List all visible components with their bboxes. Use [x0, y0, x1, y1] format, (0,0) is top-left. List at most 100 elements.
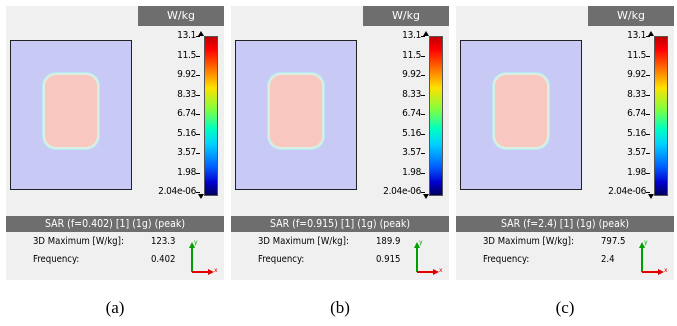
axis-triad-icon: y x — [414, 239, 443, 275]
sar-panel: W/kg 13.1 11.5 9.92 8.33 6.74 5.16 3.57 1.98 2.0… — [6, 6, 224, 280]
colorbar-tick-label: 3.57 — [627, 147, 646, 158]
colorbar-tick-label: 8.33 — [627, 88, 646, 100]
colorbar-tick — [421, 75, 425, 76]
figure-caption: (b) — [330, 298, 350, 317]
colorbar-tick — [196, 94, 200, 96]
min-marker-icon — [198, 194, 204, 199]
colorbar-tick — [421, 55, 425, 57]
unit-header: W/kg — [588, 6, 674, 26]
colorbar-tick — [196, 75, 200, 76]
colorbar-tick — [196, 172, 200, 174]
colorbar-tick-label: 1.98 — [402, 166, 421, 178]
colorbar-tick — [421, 153, 425, 154]
colorbar — [204, 36, 218, 196]
3d-viewport[interactable] — [10, 40, 132, 190]
max-value: 797.5 — [601, 236, 626, 247]
sar-hotspot — [45, 75, 97, 147]
min-marker-icon — [423, 194, 429, 199]
colorbar-tick-label: 13.1 — [177, 30, 196, 41]
colorbar-tick — [196, 153, 200, 154]
colorbar-tick-label: 6.74 — [627, 108, 646, 119]
colorbar-tick — [646, 36, 650, 37]
colorbar-tick-label: 1.98 — [627, 166, 646, 178]
sar-panel: W/kg 13.1 11.5 9.92 8.33 6.74 5.16 3.57 1.98 2.0… — [231, 6, 449, 280]
colorbar-tick — [196, 114, 200, 115]
colorbar-tick-label: 8.33 — [177, 88, 196, 100]
colorbar-tick-label: 13.1 — [627, 30, 646, 41]
colorbar-tick-label: 8.33 — [402, 88, 421, 100]
colorbar-tick — [196, 192, 200, 193]
colorbar-tick-label: 9.92 — [402, 69, 421, 80]
colorbar-tick — [646, 192, 650, 193]
colorbar-tick-label: 1.98 — [177, 166, 196, 178]
colorbar-tick-label: 3.57 — [177, 147, 196, 158]
colorbar — [429, 36, 443, 196]
figure-caption: (c) — [555, 298, 575, 317]
colorbar-tick — [421, 36, 425, 37]
colorbar-tick — [646, 133, 650, 135]
colorbar-tick-label: 11.5 — [402, 49, 421, 61]
colorbar-tick-label: 3.57 — [402, 147, 421, 158]
unit-header: W/kg — [363, 6, 449, 26]
axis-x-label: x — [664, 267, 668, 274]
colorbar-tick-label: 11.5 — [627, 49, 646, 61]
max-marker-icon — [198, 31, 204, 36]
colorbar-scale: 13.1 11.5 9.92 8.33 6.74 5.16 3.57 1.98 2.04e-06 — [120, 30, 200, 197]
colorbar — [654, 36, 668, 196]
colorbar-tick — [646, 153, 650, 154]
sar-panel: W/kg 13.1 11.5 9.92 8.33 6.74 5.16 3.57 1.98 2.0… — [456, 6, 674, 280]
frequency-value: 0.915 — [376, 254, 401, 265]
axis-x-label: x — [439, 267, 443, 274]
frequency-value: 2.4 — [601, 254, 615, 265]
min-marker-icon — [648, 194, 654, 199]
colorbar-tick-label: 9.92 — [177, 69, 196, 80]
axis-x-label: x — [214, 267, 218, 274]
axis-triad-icon: y x — [639, 239, 668, 275]
max-label: 3D Maximum [W/kg]: — [483, 236, 574, 247]
frequency-label: Frequency: — [33, 254, 80, 265]
axis-y-label: y — [644, 239, 648, 246]
colorbar-tick — [421, 172, 425, 174]
max-label: 3D Maximum [W/kg]: — [258, 236, 349, 247]
colorbar-tick — [646, 55, 650, 57]
colorbar-tick-label: 2.04e-06 — [608, 186, 646, 197]
max-value: 123.3 — [151, 236, 176, 247]
colorbar-scale: 13.1 11.5 9.92 8.33 6.74 5.16 3.57 1.98 2.04e-06 — [345, 30, 425, 197]
colorbar-tick — [646, 94, 650, 96]
colorbar-tick — [646, 172, 650, 174]
colorbar-tick — [646, 75, 650, 76]
sar-hotspot — [495, 75, 547, 147]
colorbar-tick-label: 5.16 — [402, 127, 421, 139]
sar-hotspot — [270, 75, 322, 147]
axis-triad-icon: y x — [189, 239, 218, 275]
colorbar-tick-label: 5.16 — [627, 127, 646, 139]
3d-viewport[interactable] — [460, 40, 582, 190]
axis-y-label: y — [194, 239, 198, 246]
colorbar-tick-label: 9.92 — [627, 69, 646, 80]
max-marker-icon — [423, 31, 429, 36]
colorbar-tick-label: 5.16 — [177, 127, 196, 139]
colorbar-tick — [421, 133, 425, 135]
axis-y-label: y — [419, 239, 423, 246]
result-title: SAR (f=2.4) [1] (1g) (peak) — [456, 216, 674, 232]
result-title: SAR (f=0.915) [1] (1g) (peak) — [231, 216, 449, 232]
colorbar-tick — [646, 114, 650, 115]
colorbar-tick-label: 2.04e-06 — [158, 186, 196, 197]
frequency-label: Frequency: — [258, 254, 305, 265]
colorbar-tick — [196, 36, 200, 37]
colorbar-tick — [421, 114, 425, 115]
result-title: SAR (f=0.402) [1] (1g) (peak) — [6, 216, 224, 232]
max-label: 3D Maximum [W/kg]: — [33, 236, 124, 247]
colorbar-tick-label: 6.74 — [177, 108, 196, 119]
max-value: 189.9 — [376, 236, 401, 247]
frequency-value: 0.402 — [151, 254, 176, 265]
colorbar-tick-label: 2.04e-06 — [383, 186, 421, 197]
colorbar-tick — [421, 94, 425, 96]
figure-caption: (a) — [105, 298, 125, 317]
unit-header: W/kg — [138, 6, 224, 26]
colorbar-tick — [196, 133, 200, 135]
colorbar-tick — [196, 55, 200, 57]
colorbar-tick-label: 6.74 — [402, 108, 421, 119]
frequency-label: Frequency: — [483, 254, 530, 265]
3d-viewport[interactable] — [235, 40, 357, 190]
